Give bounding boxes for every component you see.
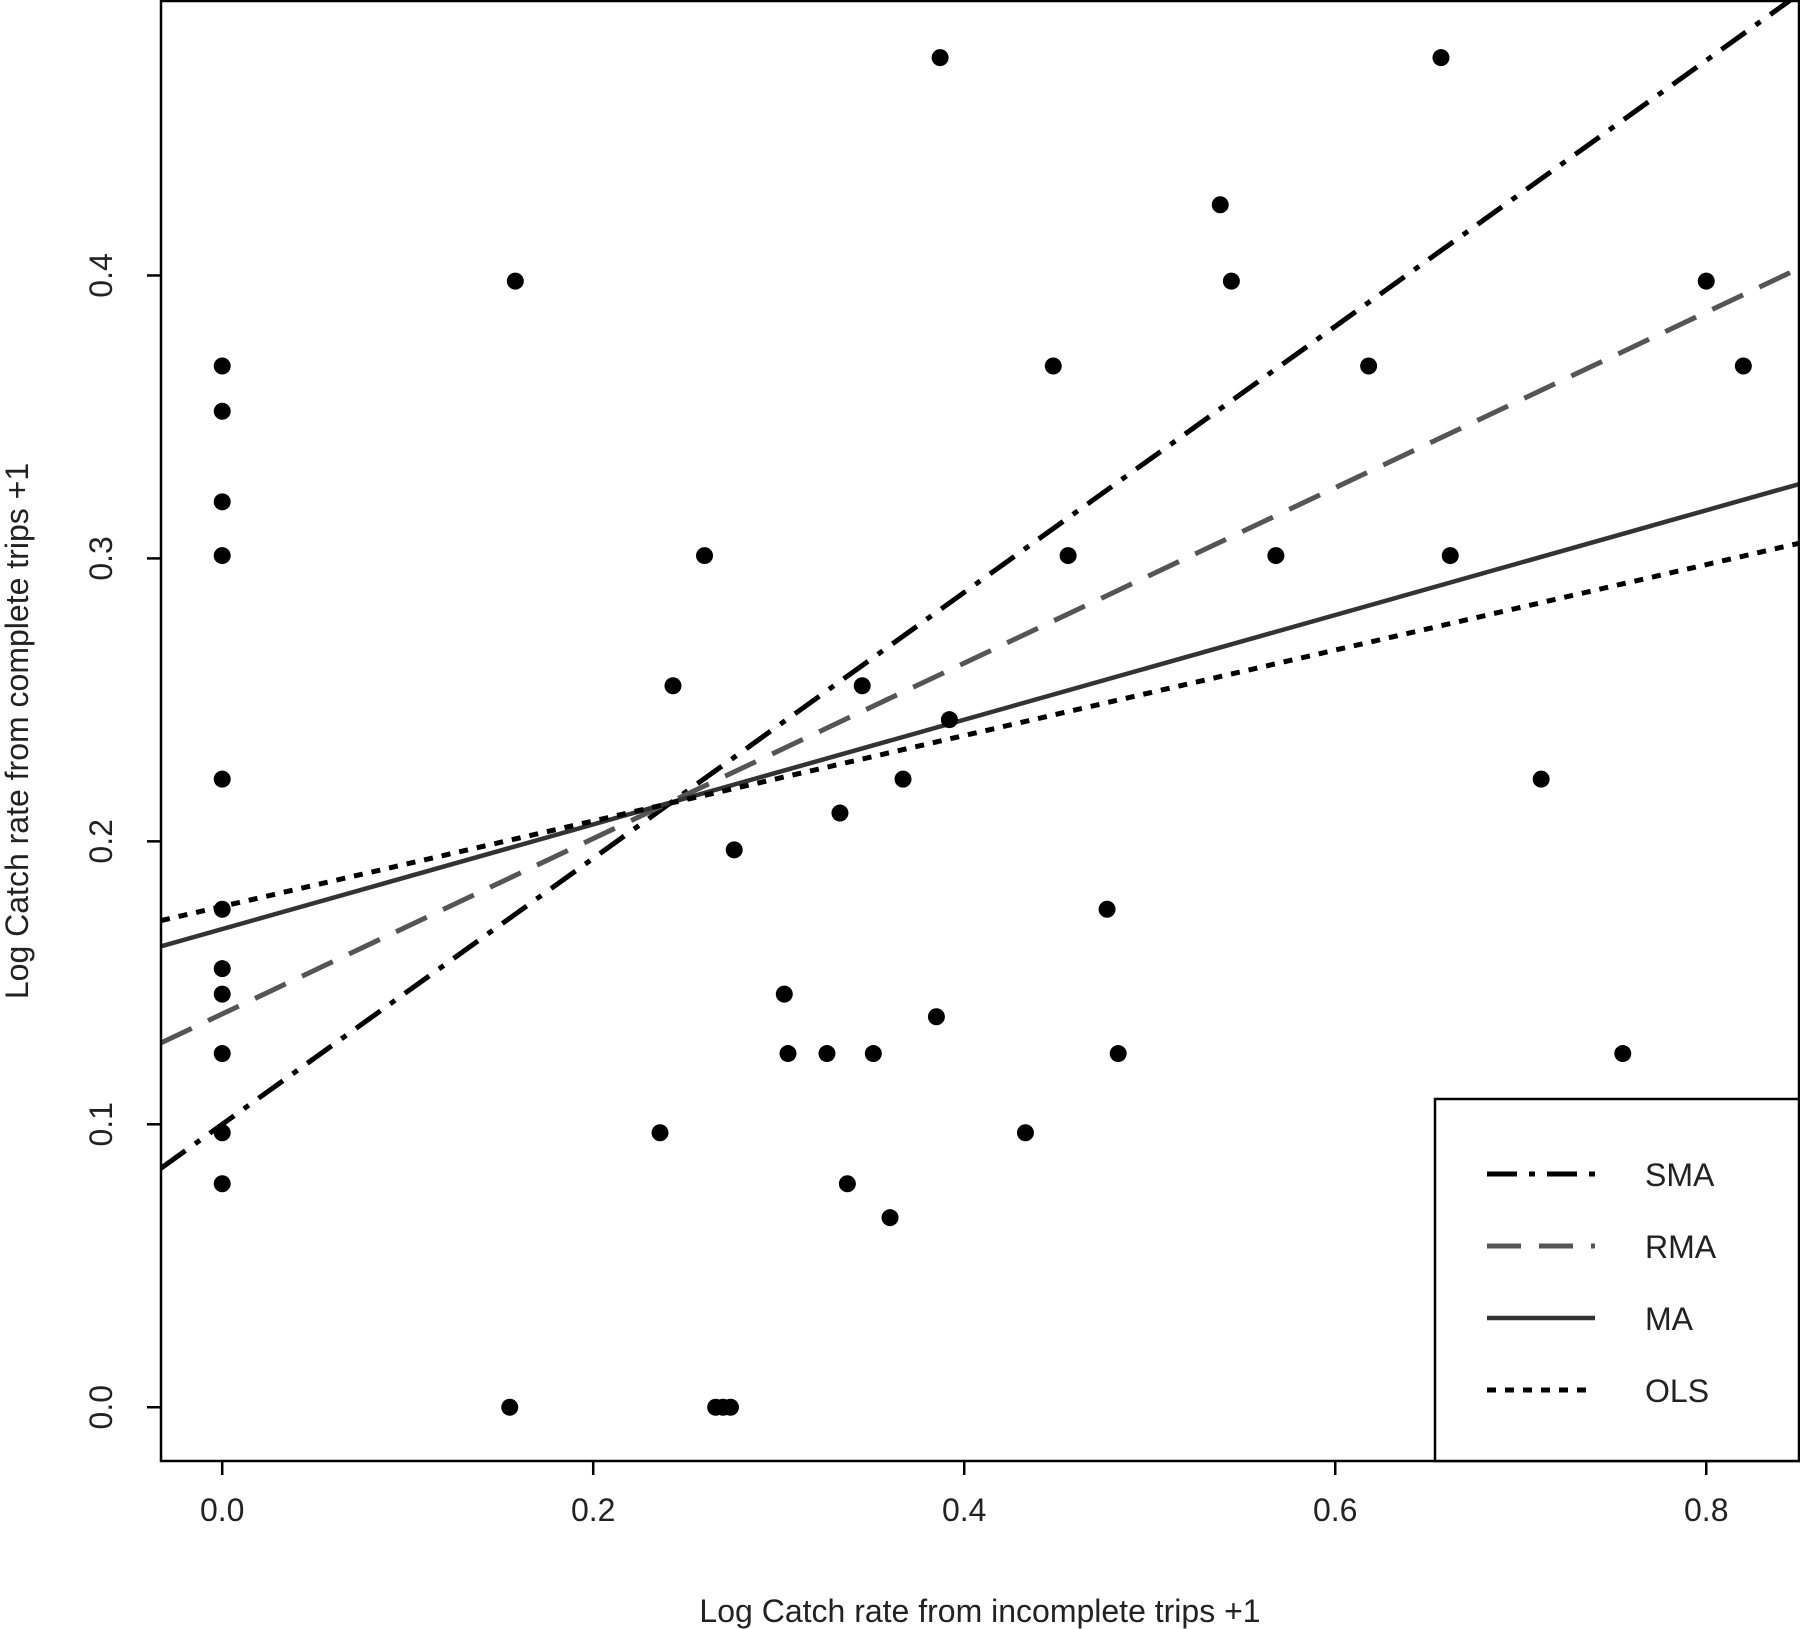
fit-lines <box>161 1 1799 1171</box>
fit-line-ols <box>161 540 1799 923</box>
legend-label-ma: MA <box>1645 1301 1694 1337</box>
data-point <box>1532 770 1550 788</box>
data-point <box>1267 547 1285 565</box>
data-point <box>864 1045 882 1063</box>
x-tick-label: 0.0 <box>200 1492 244 1528</box>
plot-frame <box>159 0 1800 1463</box>
fit-line-ma <box>161 481 1799 949</box>
y-tick-label: 0.4 <box>83 253 119 297</box>
data-point <box>213 900 231 918</box>
data-point <box>818 1045 836 1063</box>
legend: SMA RMA MA OLS <box>1433 1097 1800 1463</box>
x-tick-label: 0.6 <box>1313 1492 1357 1528</box>
data-point <box>894 770 912 788</box>
data-point <box>213 357 231 375</box>
data-point <box>775 985 793 1003</box>
data-point <box>651 1124 669 1142</box>
data-point <box>881 1209 899 1227</box>
data-point <box>1044 357 1062 375</box>
legend-label-ols: OLS <box>1645 1373 1709 1409</box>
y-axis-title: Log Catch rate from complete trips +1 <box>0 463 35 999</box>
data-point <box>725 841 743 859</box>
data-point <box>721 1398 739 1416</box>
data-point <box>213 402 231 420</box>
data-point <box>838 1175 856 1193</box>
legend-box <box>1433 1097 1800 1463</box>
fit-line-sma <box>161 1 1794 1171</box>
data-point <box>696 547 714 565</box>
y-tick-label: 0.1 <box>83 1102 119 1146</box>
data-point <box>213 985 231 1003</box>
data-point <box>1734 357 1752 375</box>
data-point <box>1360 357 1378 375</box>
data-point <box>213 493 231 511</box>
data-point <box>1432 49 1450 67</box>
data-point <box>831 804 849 822</box>
data-point <box>213 1175 231 1193</box>
data-point <box>853 677 871 695</box>
data-point <box>927 1008 945 1026</box>
y-tick-label: 0.0 <box>83 1385 119 1429</box>
x-axis-title: Log Catch rate from incomplete trips +1 <box>699 1593 1260 1629</box>
data-point <box>501 1398 519 1416</box>
data-point <box>664 677 682 695</box>
data-point <box>1109 1045 1127 1063</box>
legend-label-sma: SMA <box>1645 1157 1715 1193</box>
data-point <box>931 49 949 67</box>
legend-label-rma: RMA <box>1645 1229 1717 1265</box>
y-tick-label: 0.2 <box>83 819 119 863</box>
data-point <box>213 1124 231 1142</box>
data-point <box>213 1045 231 1063</box>
data-point <box>1059 547 1077 565</box>
data-point <box>1441 547 1459 565</box>
x-tick-label: 0.4 <box>942 1492 986 1528</box>
data-point <box>1016 1124 1034 1142</box>
data-point <box>213 547 231 565</box>
x-axis: 0.0 0.2 0.4 0.6 0.8 <box>200 1461 1728 1528</box>
data-point <box>1211 196 1229 214</box>
x-tick-label: 0.2 <box>571 1492 615 1528</box>
x-tick-label: 0.8 <box>1684 1492 1728 1528</box>
fit-line-rma <box>161 266 1799 1046</box>
data-point <box>940 711 958 729</box>
data-point <box>1098 900 1116 918</box>
y-tick-label: 0.3 <box>83 536 119 580</box>
data-point <box>213 960 231 978</box>
data-point <box>1697 272 1715 290</box>
data-point <box>779 1045 797 1063</box>
data-point <box>1614 1045 1632 1063</box>
data-point <box>1222 272 1240 290</box>
data-points <box>213 49 1752 1416</box>
data-point <box>213 770 231 788</box>
data-point <box>506 272 524 290</box>
y-axis: 0.0 0.1 0.2 0.3 0.4 <box>83 253 161 1429</box>
